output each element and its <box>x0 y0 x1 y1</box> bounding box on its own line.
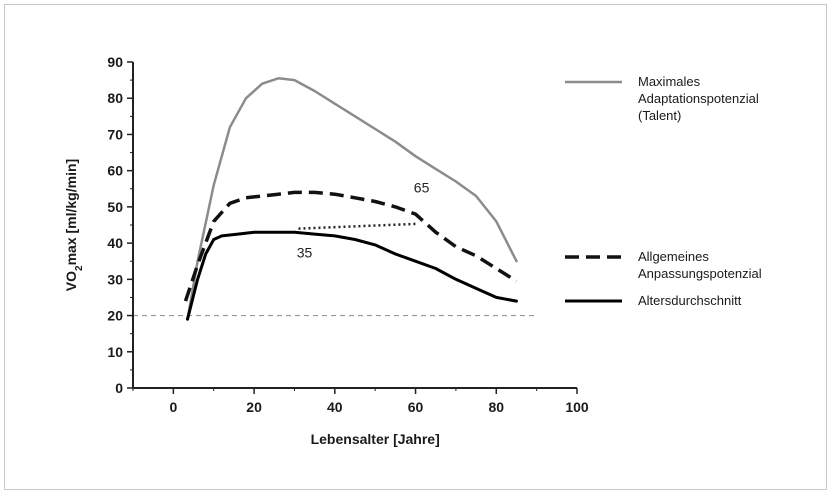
x-ticks: 0 20 40 60 80 100 <box>132 388 589 415</box>
chart-frame <box>4 4 827 490</box>
plot-area: 65 35 <box>133 77 537 321</box>
x-tick-label: 80 <box>488 399 504 415</box>
legend-label-2: Anpassungspotenzial <box>638 266 762 281</box>
series-line-3 <box>186 230 518 321</box>
annotation-label-2: 35 <box>297 245 313 261</box>
x-tick-label: 0 <box>169 399 177 415</box>
y-axis-title: VO2max [ml/kg/min] <box>63 159 85 291</box>
y-tick-label: 10 <box>107 344 123 360</box>
dotted-line <box>298 222 416 230</box>
x-axis-title: Lebensalter [Jahre] <box>311 431 440 447</box>
y-tick-label: 80 <box>107 90 123 106</box>
annotation-label-1: 65 <box>414 179 430 195</box>
x-tick-label: 100 <box>565 399 589 415</box>
y-tick-label: 70 <box>107 126 123 142</box>
series-line-1 <box>186 77 518 321</box>
y-ticks: 0 10 20 30 40 50 60 70 80 90 <box>107 54 133 396</box>
y-tick-label: 0 <box>115 380 123 396</box>
y-tick-label: 50 <box>107 199 123 215</box>
legend-label-3: Altersdurchschnitt <box>638 293 742 308</box>
y-tick-label: 60 <box>107 163 123 179</box>
y-tick-label: 30 <box>107 271 123 287</box>
x-tick-label: 20 <box>246 399 262 415</box>
legend-label-1: Adaptationspotenzial <box>638 91 759 106</box>
y-tick-label: 20 <box>107 308 123 324</box>
x-tick-label: 60 <box>408 399 424 415</box>
legend-label-1: Maximales <box>638 74 701 89</box>
series-line-2 <box>183 190 518 302</box>
y-tick-label: 90 <box>107 54 123 70</box>
y-tick-label: 40 <box>107 235 123 251</box>
legend-label-2: Allgemeines <box>638 249 709 264</box>
legend-label-1: (Talent) <box>638 108 681 123</box>
legend: Maximales Adaptationspotenzial (Talent) All… <box>565 74 762 308</box>
x-tick-label: 40 <box>327 399 343 415</box>
